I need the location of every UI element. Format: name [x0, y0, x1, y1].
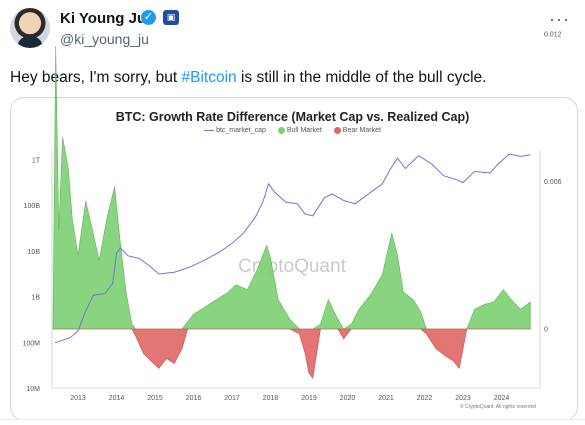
legend-bull: Bull Market [277, 127, 322, 134]
tweet-text-before: Hey bears, I'm sorry, but [10, 69, 182, 86]
next-tweet-divider [0, 419, 585, 425]
x-tick-label: 2018 [263, 395, 279, 402]
affiliate-badge-icon[interactable]: ▣ [163, 10, 179, 25]
right-tick-label: 0.006 [544, 179, 562, 186]
tweet-text-after: is still in the middle of the bull cycle… [236, 69, 487, 86]
left-tick-label: 10M [26, 386, 40, 393]
media-card[interactable] [10, 97, 578, 421]
x-tick-label: 2016 [186, 395, 202, 402]
x-tick-label: 2020 [340, 395, 356, 402]
market-cap-line [54, 153, 531, 344]
right-tick-label: 0 [544, 327, 548, 334]
chart-watermark: CryptoQuant [238, 256, 346, 277]
tweet-text: Hey bears, I'm sorry, but #Bitcoin is st… [10, 68, 575, 88]
x-tick-label: 2015 [147, 395, 163, 402]
x-tick-label: 2021 [378, 395, 394, 402]
x-tick-label: 2017 [224, 395, 240, 402]
left-tick-label: 1T [32, 158, 41, 165]
legend-market-cap: btc_market_cap [204, 127, 266, 134]
author-handle[interactable]: @ki_young_ju [60, 31, 149, 47]
x-tick-label: 2013 [70, 395, 86, 402]
chart-legend: btc_market_cap Bull Market Bear Market [0, 127, 585, 134]
chart-copyright: © CryptoQuant. All rights reserved [460, 404, 536, 410]
more-options-icon[interactable]: ··· [549, 9, 570, 29]
bull-dot-icon [277, 127, 285, 134]
right-tick-label: 0.012 [544, 31, 562, 38]
verified-badge-icon[interactable]: ✓ [141, 10, 156, 25]
author-name[interactable]: Ki Young Ju [60, 10, 147, 27]
x-tick-label: 2024 [494, 395, 510, 402]
left-tick-label: 10B [28, 249, 41, 256]
x-tick-label: 2023 [455, 395, 471, 402]
author-avatar[interactable] [10, 8, 50, 48]
left-tick-label: 1B [31, 295, 40, 302]
left-tick-label: 100M [22, 340, 40, 347]
chart-title: BTC: Growth Rate Difference (Market Cap … [115, 110, 470, 124]
x-tick-label: 2014 [109, 395, 125, 402]
hashtag-link[interactable]: #Bitcoin [181, 69, 237, 86]
left-tick-label: 100B [24, 203, 41, 210]
legend-bear: Bear Market [333, 127, 381, 134]
x-tick-label: 2019 [301, 395, 317, 402]
x-tick-label: 2022 [417, 395, 433, 402]
market-cap-line-icon [204, 130, 215, 131]
bull-market-area [52, 46, 531, 330]
bear-dot-icon [333, 127, 341, 134]
bear-market-area [53, 328, 531, 379]
